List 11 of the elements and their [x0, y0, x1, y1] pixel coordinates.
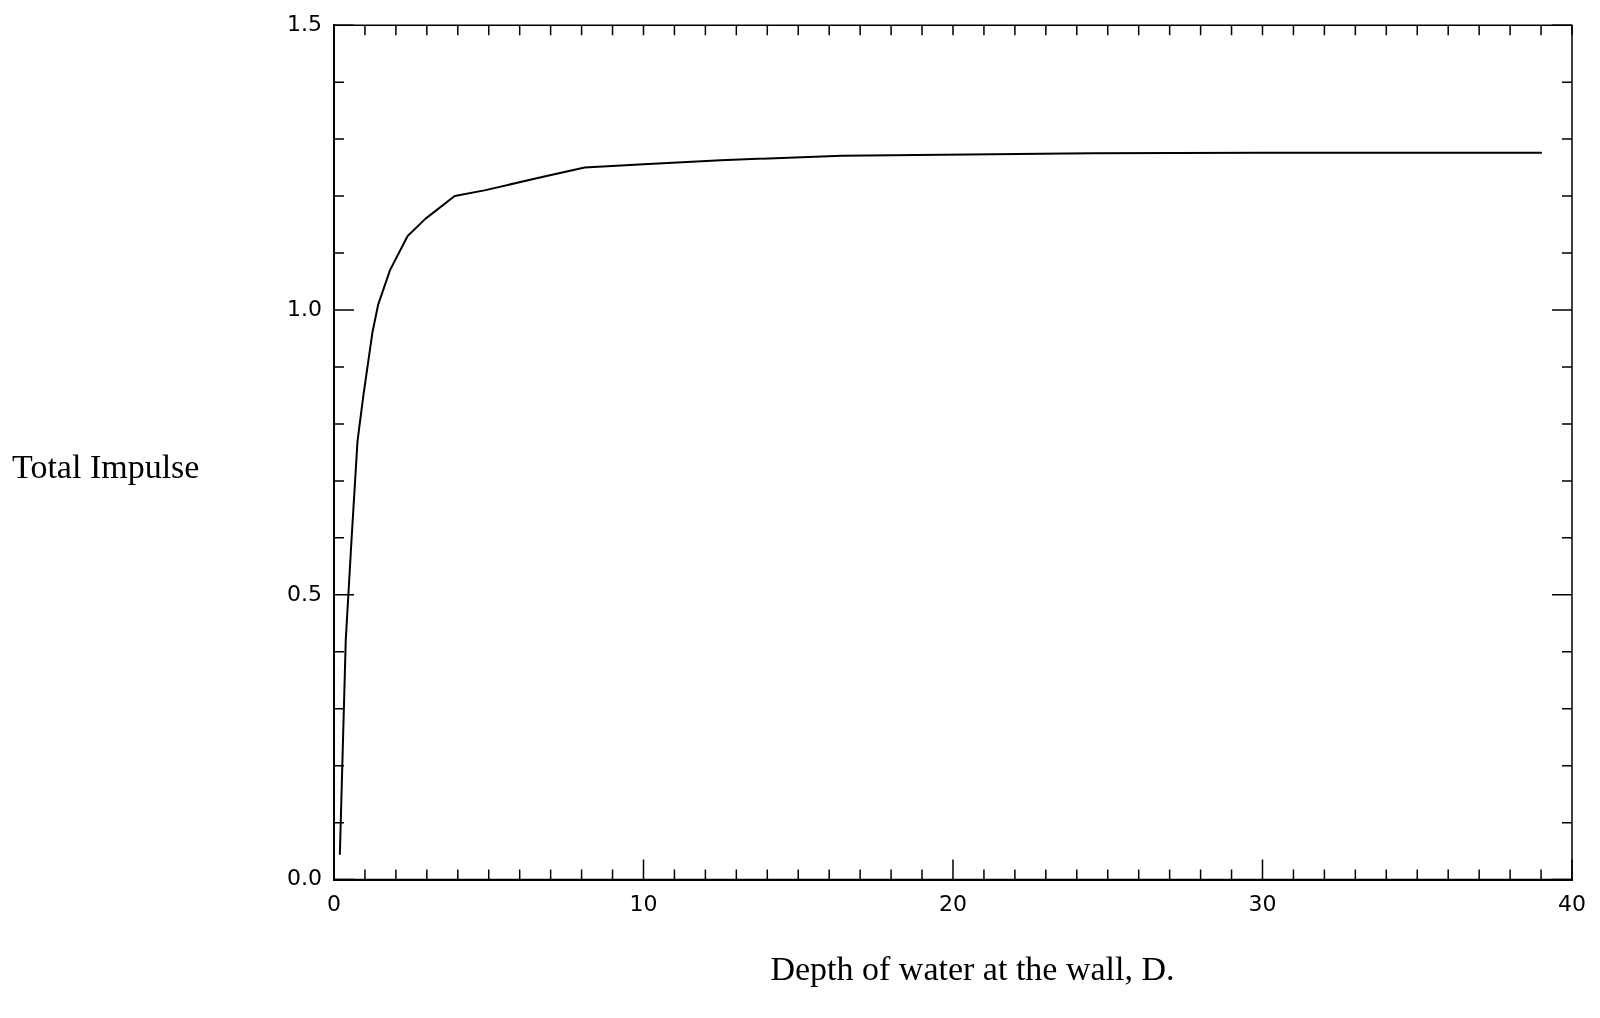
x-tick-label: 40 [1558, 890, 1586, 916]
x-tick-label: 10 [629, 890, 658, 916]
x-axis-title: Depth of water at the wall, D. [769, 950, 1176, 988]
x-tick-label: 30 [1248, 890, 1277, 916]
y-tick-label: 1.5 [286, 10, 322, 36]
x-tick-label: 0 [326, 890, 341, 916]
y-axis-title: Total Impulse [12, 448, 200, 486]
y-tick-label: 0.5 [286, 580, 322, 606]
y-tick-label: 1.0 [286, 295, 322, 321]
x-tick-label: 20 [938, 890, 967, 916]
y-tick-label: 0.0 [286, 865, 322, 891]
